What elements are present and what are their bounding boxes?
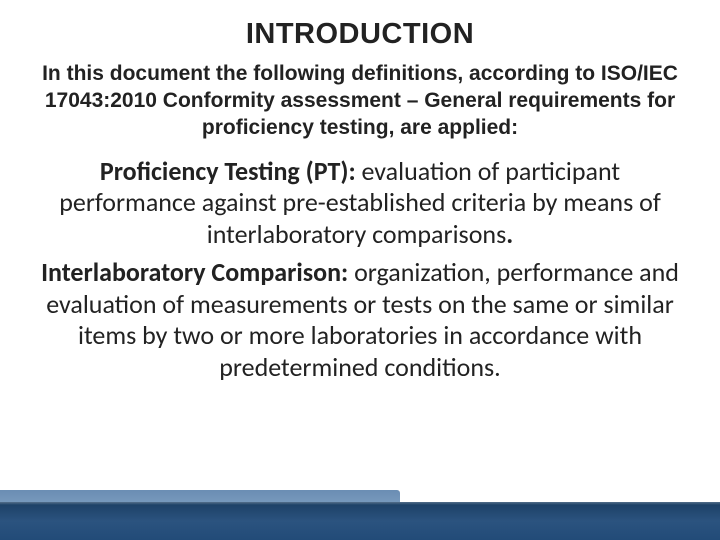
slide-title: INTRODUCTION (38, 18, 682, 51)
intro-paragraph: In this document the following definitio… (38, 61, 682, 142)
term-interlab: Interlaboratory Comparison: (41, 256, 354, 288)
term-pt: Proficiency Testing (PT): (100, 155, 362, 187)
definition-interlab: Interlaboratory Comparison: organization… (38, 257, 682, 384)
slide-content: INTRODUCTION In this document the follow… (0, 0, 720, 384)
trailing-pt: . (506, 218, 513, 250)
footer-accent-dark (0, 502, 720, 540)
definition-pt: Proficiency Testing (PT): evaluation of … (38, 156, 682, 251)
